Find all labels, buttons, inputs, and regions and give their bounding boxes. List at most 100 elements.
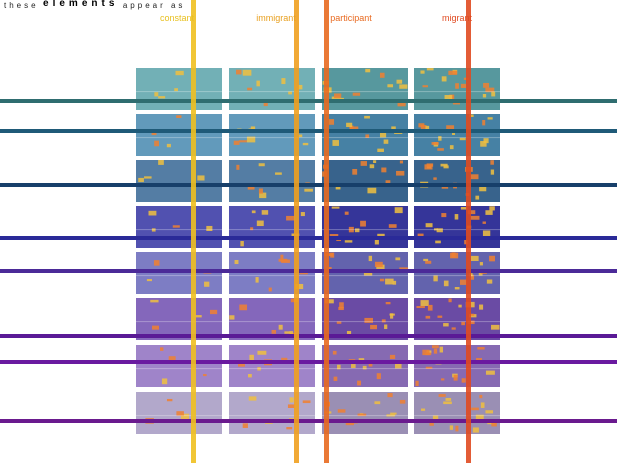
tile-detail <box>346 330 352 335</box>
tile-detail <box>229 315 235 320</box>
tile-detail <box>287 404 295 409</box>
tile-detail <box>491 324 500 330</box>
tile-band <box>414 229 500 231</box>
tile-detail <box>374 261 383 268</box>
tile-detail <box>332 350 337 355</box>
tile-detail <box>381 167 387 173</box>
tile-detail <box>304 188 313 192</box>
tile-detail <box>154 140 159 147</box>
tile-band <box>414 415 500 417</box>
tile-detail <box>418 123 425 128</box>
tile-detail <box>357 413 367 417</box>
tile-detail <box>435 240 441 244</box>
tile-detail <box>425 366 433 369</box>
tile-detail <box>460 83 467 88</box>
tile-band <box>322 275 408 277</box>
tile-detail <box>370 324 378 330</box>
tile-detail <box>261 210 269 215</box>
tile-detail <box>166 143 171 148</box>
tile-detail <box>379 132 387 138</box>
tile-detail <box>427 304 433 311</box>
tile-detail <box>334 93 342 99</box>
tile-detail <box>425 223 433 228</box>
tile-detail <box>158 160 164 165</box>
tile-detail <box>383 139 389 144</box>
tile-detail <box>280 254 284 259</box>
tile-detail <box>284 331 291 334</box>
tile-detail <box>358 358 365 361</box>
tile-detail <box>333 376 338 381</box>
tile-detail <box>176 115 182 119</box>
tile-detail <box>195 315 202 318</box>
tile-detail <box>443 323 449 327</box>
tile-detail <box>421 408 426 411</box>
tile-detail <box>441 213 447 218</box>
tile-detail <box>394 207 403 214</box>
column-line <box>324 0 329 463</box>
tile-detail <box>281 259 290 263</box>
tile-detail <box>364 115 370 119</box>
tile-detail <box>491 91 496 97</box>
tile-detail <box>387 393 393 398</box>
tile-detail <box>357 380 361 386</box>
tile-detail <box>248 373 252 378</box>
tile-detail <box>138 177 144 183</box>
tile-detail <box>233 140 240 145</box>
tile-detail <box>489 255 495 262</box>
tile-detail <box>464 239 468 245</box>
tile-detail <box>209 309 218 315</box>
tile-detail <box>289 397 294 403</box>
tile-detail <box>454 214 459 220</box>
tile-detail <box>425 260 432 264</box>
tile-detail <box>148 210 157 216</box>
tile-detail <box>289 331 294 337</box>
tile-detail <box>399 84 408 89</box>
tile-detail <box>176 411 184 416</box>
tile-detail <box>364 317 374 323</box>
tile-detail <box>338 306 344 311</box>
tile-detail <box>160 347 164 351</box>
tile-detail <box>204 281 210 287</box>
tile-detail <box>441 76 447 82</box>
tile-detail <box>491 421 497 427</box>
row-line <box>0 419 617 423</box>
tile-detail <box>470 255 479 262</box>
tile-detail <box>206 225 213 232</box>
tile-detail <box>376 264 385 270</box>
tile-detail <box>151 132 157 136</box>
tile-detail <box>459 279 468 285</box>
tile-detail <box>379 278 385 282</box>
tile-detail <box>330 252 335 258</box>
tile-detail <box>237 362 245 367</box>
tile-detail <box>395 257 401 261</box>
tile-detail <box>332 140 339 146</box>
tile-detail <box>432 415 439 422</box>
tile-detail <box>431 345 439 349</box>
tile-detail <box>390 313 394 319</box>
tile-detail <box>399 160 404 164</box>
tile-detail <box>431 142 439 145</box>
tile-detail <box>385 301 391 305</box>
tile-detail <box>479 186 487 192</box>
tile-band <box>322 321 408 323</box>
tile-detail <box>485 410 494 414</box>
tile-detail <box>483 138 489 144</box>
tile-detail <box>470 215 480 220</box>
tile-detail <box>234 259 239 265</box>
tile-detail <box>469 274 475 280</box>
tile-tint <box>322 160 408 202</box>
tile-detail <box>490 169 495 175</box>
tile-detail <box>461 321 465 326</box>
vertical-lines <box>191 0 471 463</box>
tile-detail <box>389 354 396 359</box>
tile-detail <box>417 233 424 237</box>
tile-detail <box>259 192 267 199</box>
tile-tint <box>229 206 315 248</box>
tile-detail <box>161 378 168 385</box>
tile <box>136 160 222 202</box>
tile-detail <box>324 299 334 304</box>
row-line <box>0 360 617 364</box>
tile-detail <box>384 324 388 330</box>
tile-detail <box>422 85 428 88</box>
tile <box>322 114 408 156</box>
